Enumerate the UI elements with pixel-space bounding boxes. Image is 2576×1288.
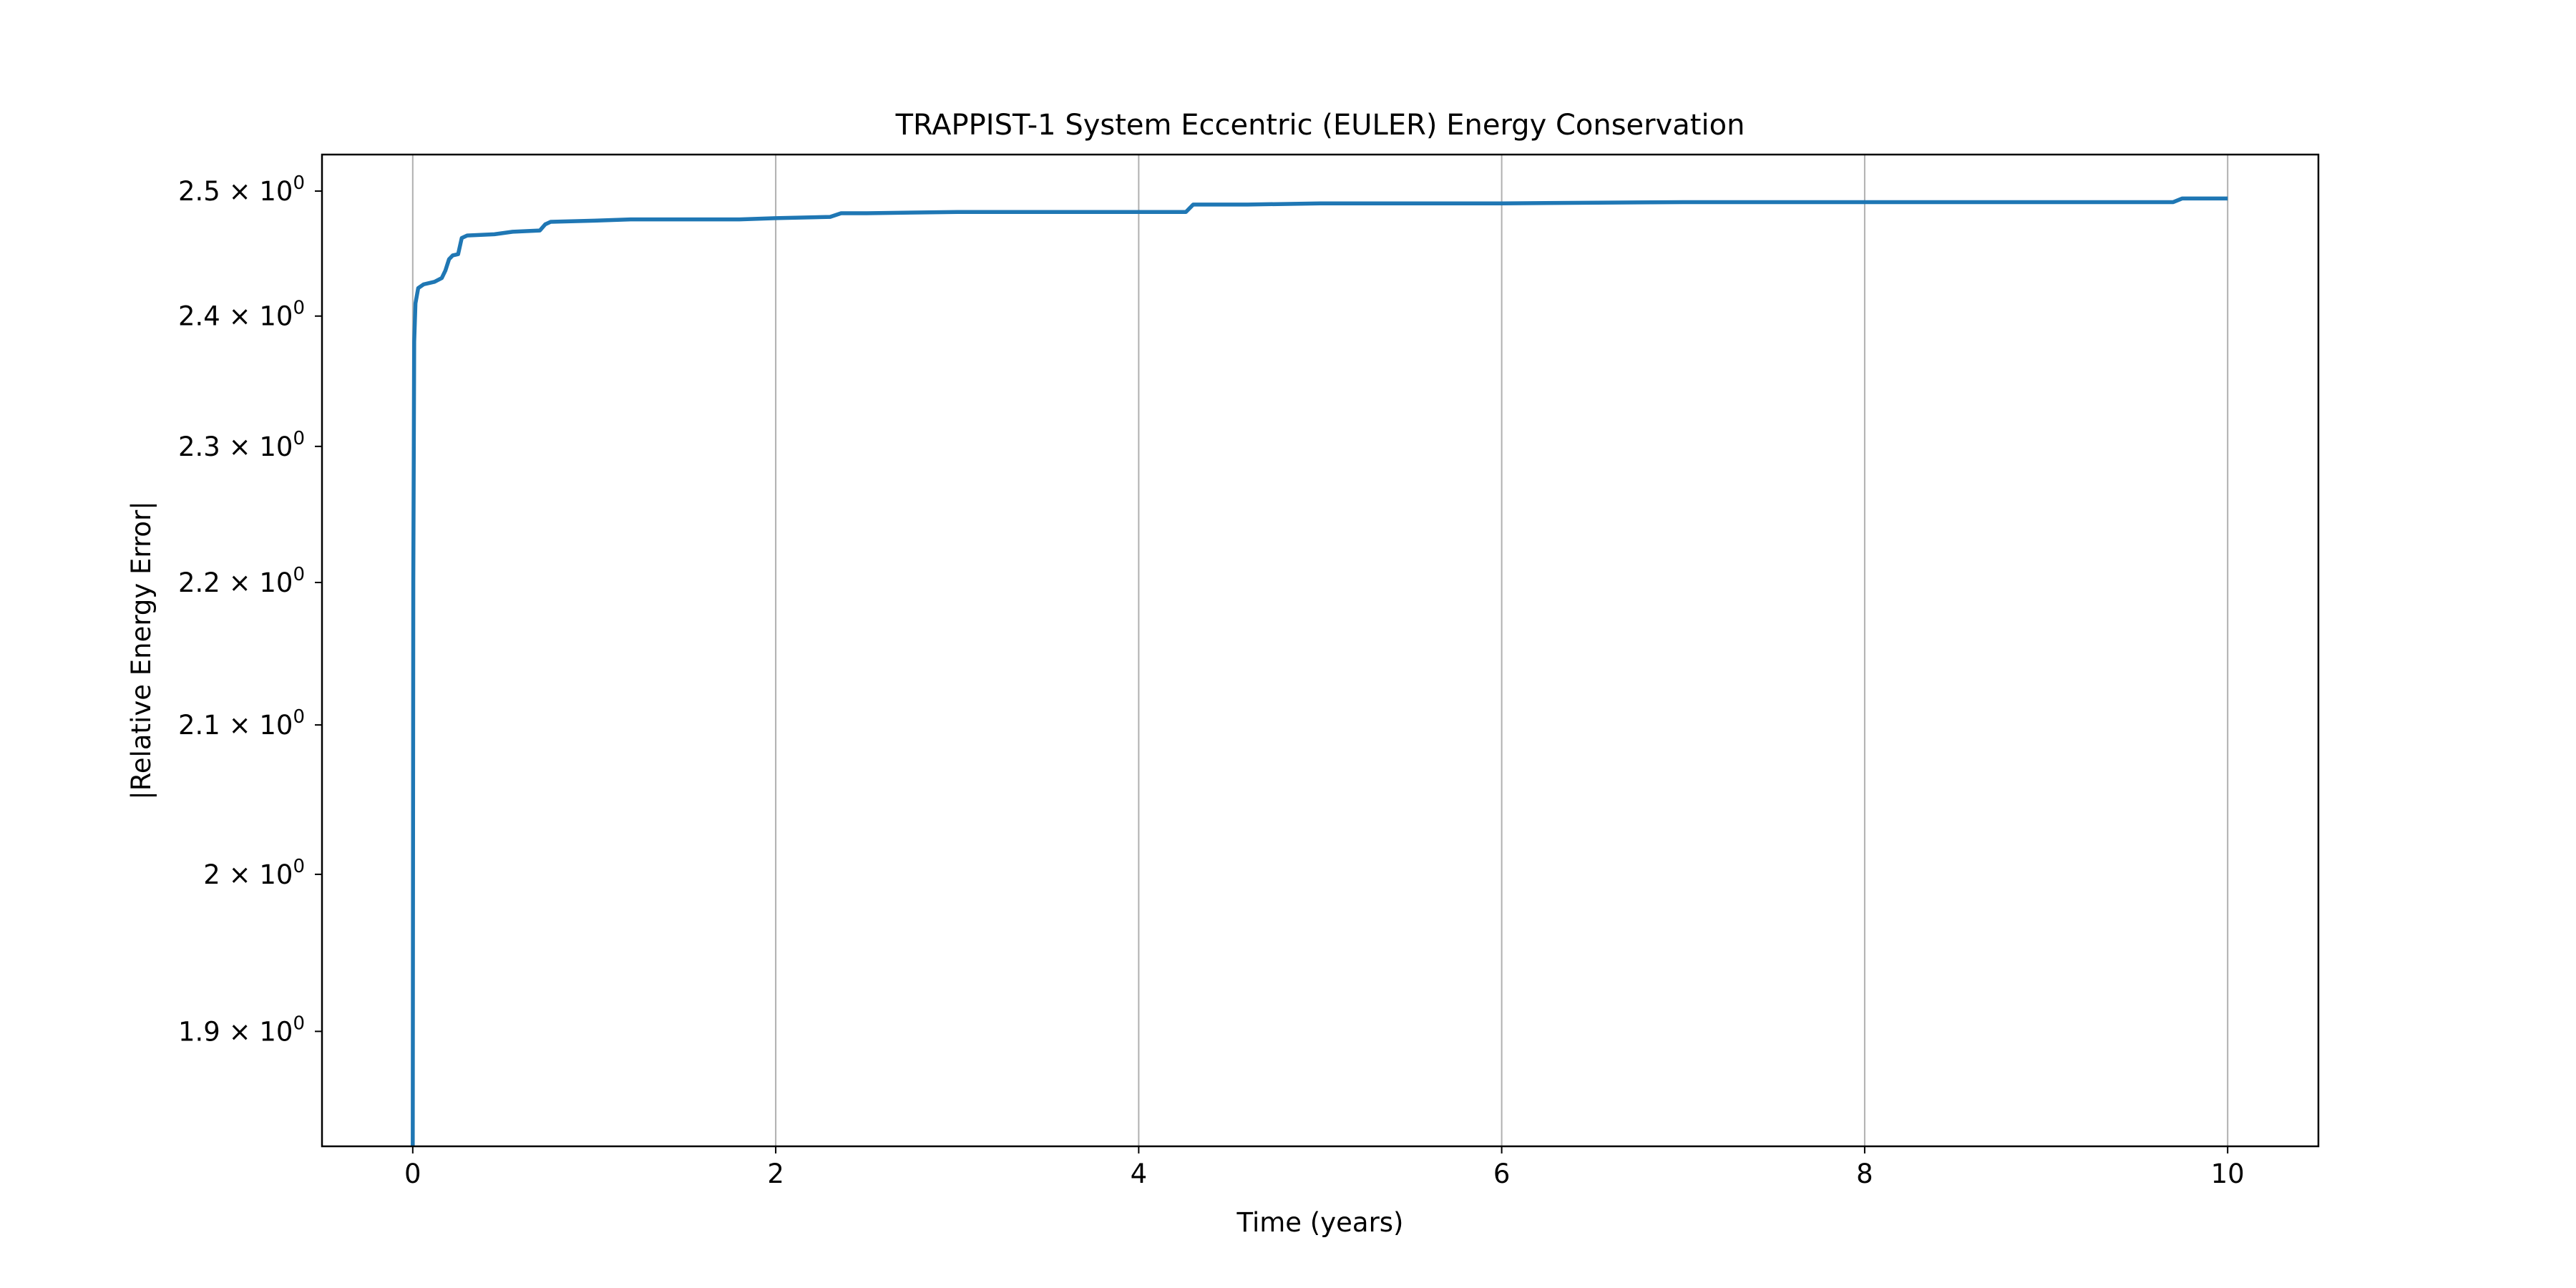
- x-tick-label: 10: [2211, 1158, 2245, 1189]
- x-tick-label: 6: [1493, 1158, 1511, 1189]
- x-tick-label: 4: [1131, 1158, 1148, 1189]
- x-tick-label: 0: [404, 1158, 421, 1189]
- y-tick-exponent: 0: [293, 564, 305, 585]
- y-tick-exponent: 0: [293, 1013, 305, 1034]
- y-tick-exponent: 0: [293, 172, 305, 194]
- y-tick-label: 2.4 × 100: [178, 298, 305, 332]
- y-tick-label: 2.5 × 100: [178, 172, 305, 207]
- y-tick-mantissa: 2: [203, 859, 220, 890]
- y-tick-exponent: 0: [293, 706, 305, 728]
- y-tick-mantissa: 2.3: [178, 431, 220, 462]
- line-layer: [411, 196, 2228, 1147]
- y-tick-mantissa: 2.1: [178, 710, 220, 741]
- y-tick-label: 2 × 100: [203, 856, 305, 890]
- x-tick-label: 2: [767, 1158, 784, 1189]
- x-axis-label: Time (years): [1236, 1207, 1403, 1238]
- y-tick-mantissa: 2.4: [178, 301, 220, 332]
- energy-error-series-line: [411, 196, 2228, 1147]
- x-tick-label: 8: [1856, 1158, 1873, 1189]
- y-tick-mantissa: 2.2: [178, 567, 220, 598]
- y-tick-label: 2.1 × 100: [178, 706, 305, 741]
- y-tick-exponent: 0: [293, 298, 305, 319]
- chart-title: TRAPPIST-1 System Eccentric (EULER) Ener…: [895, 109, 1745, 142]
- y-tick-exponent: 0: [293, 856, 305, 877]
- y-tick-mantissa: 1.9: [178, 1016, 220, 1047]
- y-tick-layer: 1.9 × 100 2 × 100 2.1 × 100 2.2 × 100 2.3 × …: [178, 172, 322, 1047]
- y-axis-label: |Relative Energy Error|: [126, 501, 157, 799]
- y-tick-label: 2.3 × 100: [178, 428, 305, 462]
- y-tick-label: 2.2 × 100: [178, 564, 305, 598]
- plot-frame: [321, 153, 2320, 1148]
- y-tick-mantissa: 2.5: [178, 176, 220, 207]
- x-tick-layer: 0 2 4 6 8 10: [404, 1146, 2245, 1189]
- y-tick-label: 1.9 × 100: [178, 1013, 305, 1047]
- y-tick-exponent: 0: [293, 428, 305, 449]
